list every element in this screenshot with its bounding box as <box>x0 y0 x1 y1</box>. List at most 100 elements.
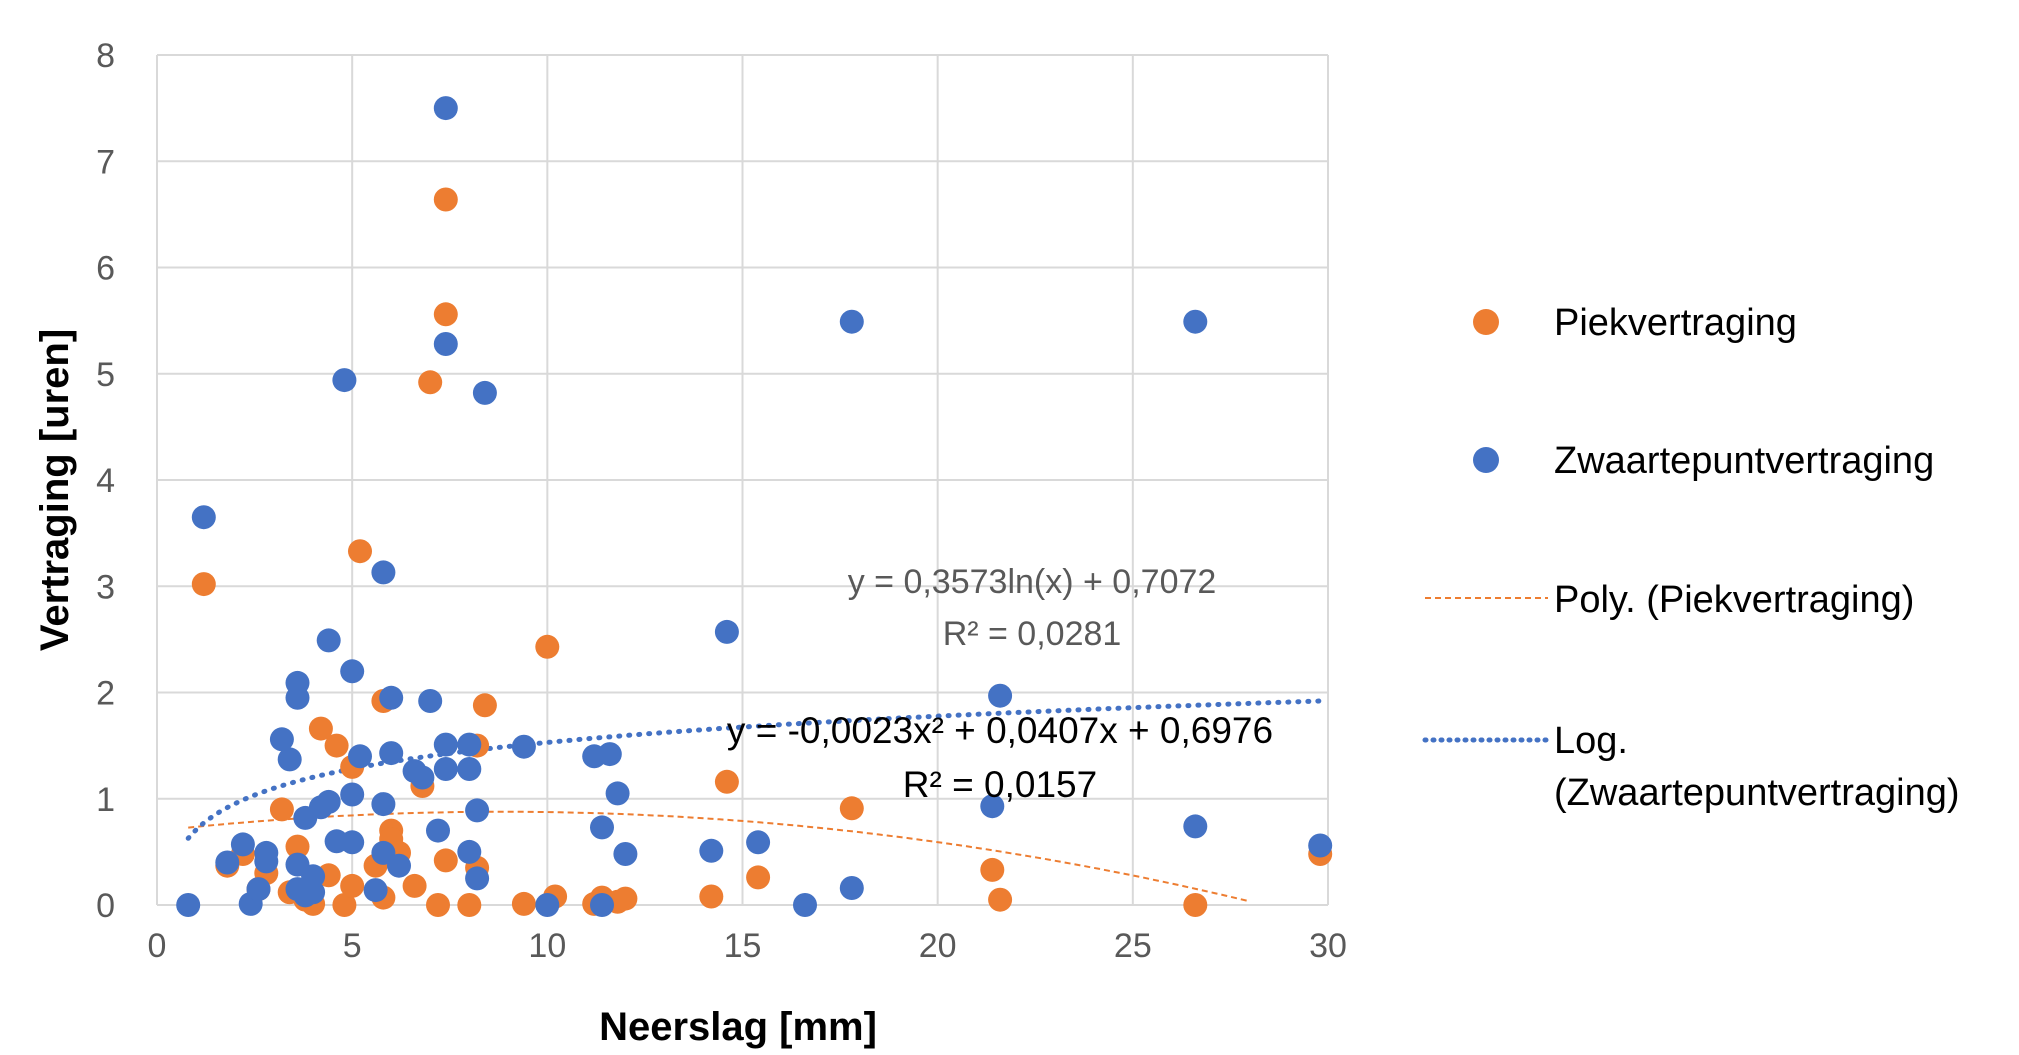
point-zwaartepuntvertraging <box>426 818 450 843</box>
point-zwaartepuntvertraging <box>590 815 614 840</box>
point-piekvertraging <box>1183 893 1208 917</box>
legend-label-poly: Poly. (Piekvertraging) <box>1554 579 1914 621</box>
point-piekvertraging <box>269 797 294 822</box>
x-axis-ticks: 0 5 10 15 20 25 30 <box>148 927 1347 965</box>
point-zwaartepuntvertraging <box>746 830 771 855</box>
point-zwaartepuntvertraging <box>472 380 497 405</box>
point-piekvertraging <box>191 572 216 597</box>
point-piekvertraging <box>340 873 365 898</box>
y-axis-title: Vertraging [uren] <box>33 329 77 651</box>
x-tick-label: 0 <box>148 927 167 965</box>
point-zwaartepuntvertraging <box>410 765 435 790</box>
point-zwaartepuntvertraging <box>1183 309 1208 334</box>
point-zwaartepuntvertraging <box>433 757 458 781</box>
point-piekvertraging <box>418 370 443 395</box>
point-zwaartepuntvertraging <box>277 747 302 772</box>
point-zwaartepuntvertraging <box>535 893 560 917</box>
point-zwaartepuntvertraging <box>176 893 201 917</box>
point-zwaartepuntvertraging <box>433 332 458 356</box>
point-zwaartepuntvertraging <box>246 877 271 902</box>
point-piekvertraging <box>426 893 450 917</box>
point-zwaartepuntvertraging <box>839 876 864 900</box>
point-zwaartepuntvertraging <box>316 628 341 653</box>
series-zwaartepuntvertraging <box>176 96 1333 917</box>
trendline-polynomial <box>188 810 1251 903</box>
y-tick-label: 6 <box>96 250 115 288</box>
point-zwaartepuntvertraging <box>433 96 458 121</box>
point-zwaartepuntvertraging <box>433 732 458 757</box>
point-piekvertraging <box>980 857 1005 882</box>
point-piekvertraging <box>433 302 458 327</box>
x-tick-label: 20 <box>919 927 957 965</box>
legend-label-zwaartepuntvertraging: Zwaartepuntvertraging <box>1554 440 1934 482</box>
legend-label-piekvertraging: Piekvertraging <box>1554 302 1797 344</box>
point-piekvertraging <box>699 884 724 909</box>
point-zwaartepuntvertraging <box>340 830 365 855</box>
point-piekvertraging <box>746 865 771 890</box>
point-zwaartepuntvertraging <box>363 878 388 903</box>
point-zwaartepuntvertraging <box>793 893 817 917</box>
point-zwaartepuntvertraging <box>839 309 864 334</box>
point-piekvertraging <box>472 693 497 718</box>
y-tick-label: 4 <box>96 462 115 500</box>
point-zwaartepuntvertraging <box>301 880 326 905</box>
x-tick-label: 15 <box>724 927 762 965</box>
legend: Piekvertraging Zwaartepuntvertraging Pol… <box>1422 302 1960 814</box>
y-tick-label: 5 <box>96 356 115 394</box>
x-tick-label: 5 <box>343 927 362 965</box>
point-piekvertraging <box>308 716 333 741</box>
point-zwaartepuntvertraging <box>1308 833 1333 858</box>
point-zwaartepuntvertraging <box>340 782 365 807</box>
point-piekvertraging <box>613 886 638 911</box>
point-zwaartepuntvertraging <box>332 368 357 393</box>
point-piekvertraging <box>988 887 1013 912</box>
point-piekvertraging <box>433 848 458 873</box>
point-zwaartepuntvertraging <box>371 560 396 585</box>
point-zwaartepuntvertraging <box>418 689 443 713</box>
point-piekvertraging <box>348 539 372 564</box>
point-zwaartepuntvertraging <box>379 741 404 766</box>
point-zwaartepuntvertraging <box>511 734 536 759</box>
legend-marker-zwaartepuntvertraging <box>1473 447 1499 473</box>
point-piekvertraging <box>285 834 310 859</box>
series-piekvertraging <box>191 187 1333 917</box>
point-zwaartepuntvertraging <box>348 744 372 769</box>
point-zwaartepuntvertraging <box>387 853 411 878</box>
x-tick-label: 30 <box>1309 927 1347 965</box>
y-tick-label: 1 <box>96 781 115 819</box>
y-tick-label: 8 <box>96 37 115 75</box>
point-zwaartepuntvertraging <box>597 742 622 767</box>
point-piekvertraging <box>332 893 357 917</box>
point-zwaartepuntvertraging <box>191 505 216 530</box>
point-zwaartepuntvertraging <box>254 849 279 874</box>
point-zwaartepuntvertraging <box>465 798 490 823</box>
point-piekvertraging <box>511 891 536 916</box>
y-tick-label: 0 <box>96 887 115 925</box>
point-zwaartepuntvertraging <box>340 659 365 684</box>
gridlines <box>156 54 1329 906</box>
point-zwaartepuntvertraging <box>230 832 255 857</box>
legend-label-log-line1: Log. <box>1554 720 1628 762</box>
point-piekvertraging <box>839 796 864 821</box>
legend-marker-piekvertraging <box>1473 309 1499 335</box>
y-tick-label: 3 <box>96 568 115 606</box>
y-tick-label: 7 <box>96 143 115 181</box>
point-piekvertraging <box>324 733 349 758</box>
trendline-poly-path <box>188 810 1251 903</box>
point-zwaartepuntvertraging <box>285 685 310 710</box>
point-zwaartepuntvertraging <box>613 842 638 866</box>
point-zwaartepuntvertraging <box>379 685 404 710</box>
point-zwaartepuntvertraging <box>714 619 739 644</box>
point-zwaartepuntvertraging <box>371 792 396 817</box>
point-zwaartepuntvertraging <box>457 757 482 781</box>
point-piekvertraging <box>714 769 739 794</box>
point-zwaartepuntvertraging <box>457 732 482 757</box>
point-zwaartepuntvertraging <box>269 727 294 752</box>
point-piekvertraging <box>402 873 427 898</box>
equation-log: y = 0,3573ln(x) + 0,7072 <box>848 563 1217 601</box>
equation-poly: y = -0,0023x² + 0,0407x + 0,6976 <box>727 710 1273 751</box>
legend-label-log-line2: (Zwaartepuntvertraging) <box>1554 772 1960 814</box>
point-zwaartepuntvertraging <box>605 781 630 806</box>
y-axis-ticks: 0 1 2 3 4 5 6 7 8 <box>96 37 115 925</box>
